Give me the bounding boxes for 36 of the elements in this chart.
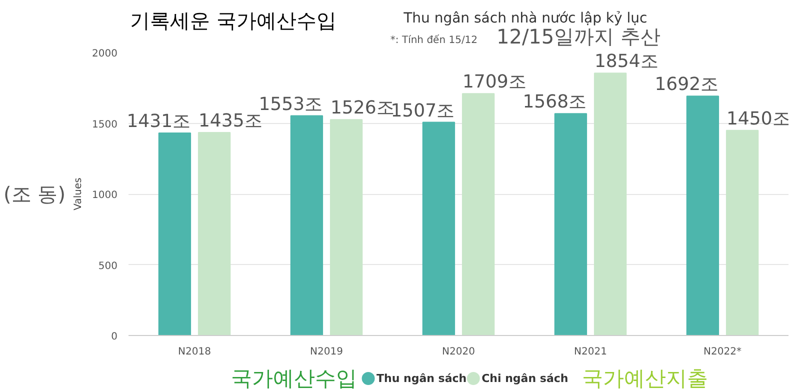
bar xyxy=(726,130,759,336)
y-tick-label: 2000 xyxy=(92,48,118,60)
bar xyxy=(330,119,363,336)
data-label: 1526조 xyxy=(330,98,394,119)
y-tick-label: 1000 xyxy=(92,190,118,201)
data-label: 1431조 xyxy=(126,111,191,132)
x-tick-label: N2021 xyxy=(574,346,607,358)
y-tick-label: 0 xyxy=(111,332,118,342)
bar xyxy=(554,113,588,336)
bar xyxy=(422,122,456,336)
y-axis-title: Values xyxy=(73,178,84,210)
x-tick-label: N2022* xyxy=(704,346,742,358)
bar xyxy=(462,93,495,336)
text: 국가예산지출 xyxy=(582,366,708,390)
bar xyxy=(686,96,720,336)
data-label: 1568조 xyxy=(522,92,587,113)
bar xyxy=(594,72,627,336)
bar xyxy=(290,115,324,336)
legend-label: Chi ngân sách xyxy=(482,372,568,385)
chart-title: 기록세운 국가예산수입 xyxy=(130,8,336,32)
chart-subtitle: Thu ngân sách nhà nước lập kỷ lục xyxy=(402,10,648,26)
text: 12/15일까지 추산 xyxy=(496,24,660,48)
x-tick-label: N2019 xyxy=(310,346,343,358)
legend-label: Thu ngân sách xyxy=(376,372,467,385)
data-label: 1854조 xyxy=(594,51,658,72)
x-tick-label: N2018 xyxy=(178,346,211,358)
y-tick-label: 1500 xyxy=(92,119,118,130)
data-label: 1709조 xyxy=(462,72,526,93)
bar xyxy=(198,132,231,336)
text: (조 동) xyxy=(4,182,66,206)
x-tick-label: N2020 xyxy=(442,346,475,358)
y-tick-label: 500 xyxy=(98,260,118,272)
data-label: 1692조 xyxy=(654,74,719,96)
text: 국가예산수입 xyxy=(230,366,357,390)
text: *: Tính đến 15/12 xyxy=(390,34,478,46)
bar xyxy=(158,132,192,336)
